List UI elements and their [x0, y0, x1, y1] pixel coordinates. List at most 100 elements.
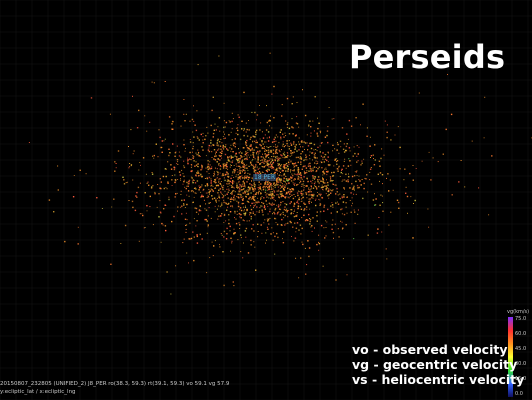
- meteor-point: [362, 163, 363, 164]
- meteor-point: [58, 189, 59, 190]
- meteor-point: [227, 169, 228, 170]
- meteor-point: [225, 164, 226, 165]
- meteor-point: [223, 149, 224, 150]
- meteor-point: [266, 105, 267, 106]
- meteor-point: [334, 160, 335, 161]
- meteor-point: [213, 186, 214, 187]
- meteor-point: [220, 139, 221, 140]
- meteor-point: [272, 167, 273, 168]
- meteor-point: [350, 200, 351, 201]
- meteor-point: [218, 146, 219, 147]
- meteor-point: [238, 162, 239, 163]
- meteor-point: [280, 132, 281, 133]
- meteor-point: [255, 167, 256, 168]
- meteor-point: [206, 193, 207, 194]
- meteor-point: [132, 96, 133, 97]
- meteor-point: [309, 194, 310, 195]
- meteor-point: [214, 130, 215, 131]
- meteor-point: [280, 191, 281, 192]
- meteor-point: [166, 176, 167, 177]
- meteor-point: [381, 232, 382, 233]
- meteor-point: [165, 81, 166, 82]
- meteor-point: [198, 64, 199, 65]
- meteor-point: [227, 181, 228, 182]
- meteor-point: [315, 157, 316, 158]
- meteor-point: [171, 221, 172, 222]
- meteor-point: [299, 191, 300, 192]
- meteor-point: [254, 182, 255, 183]
- meteor-point: [212, 198, 213, 199]
- meteor-point: [317, 135, 318, 136]
- meteor-point: [232, 157, 233, 158]
- meteor-point: [364, 178, 365, 179]
- meteor-point: [183, 165, 184, 166]
- meteor-point: [300, 172, 301, 173]
- meteor-point: [267, 171, 268, 172]
- meteor-point: [185, 207, 186, 208]
- meteor-point: [254, 169, 255, 170]
- meteor-point: [352, 203, 353, 204]
- meteor-point: [250, 145, 251, 146]
- meteor-point: [344, 214, 345, 215]
- meteor-point: [80, 170, 81, 171]
- meteor-point: [231, 148, 232, 149]
- meteor-point: [349, 160, 350, 161]
- meteor-point: [232, 184, 233, 185]
- meteor-point: [286, 178, 287, 179]
- meteor-point: [184, 187, 185, 188]
- meteor-point: [234, 211, 235, 212]
- meteor-point: [226, 233, 227, 234]
- meteor-point: [293, 182, 294, 183]
- meteor-point: [289, 193, 290, 194]
- meteor-point: [222, 235, 223, 236]
- meteor-point: [262, 154, 263, 155]
- meteor-point: [373, 199, 374, 200]
- meteor-point: [202, 238, 203, 239]
- meteor-point: [282, 238, 283, 239]
- meteor-point: [146, 205, 147, 206]
- meteor-point: [192, 132, 193, 133]
- meteor-point: [183, 176, 184, 177]
- meteor-point: [245, 230, 246, 231]
- meteor-point: [232, 241, 233, 242]
- meteor-point: [280, 172, 281, 173]
- meteor-point: [357, 214, 358, 215]
- meteor-point: [269, 218, 270, 219]
- meteor-point: [308, 126, 309, 127]
- meteor-point: [314, 228, 315, 229]
- meteor-point: [110, 264, 111, 265]
- meteor-point: [326, 174, 327, 175]
- meteor-point: [158, 216, 159, 217]
- meteor-point: [330, 190, 331, 191]
- meteor-point: [295, 196, 296, 197]
- meteor-point: [288, 162, 289, 163]
- meteor-point: [315, 182, 316, 183]
- meteor-point: [186, 232, 187, 233]
- meteor-point: [253, 157, 254, 158]
- meteor-point: [204, 139, 205, 140]
- meteor-point: [327, 185, 328, 186]
- meteor-point: [246, 153, 247, 154]
- meteor-point: [139, 162, 140, 163]
- meteor-point: [367, 192, 368, 193]
- meteor-point: [284, 154, 285, 155]
- meteor-point: [296, 157, 297, 158]
- meteor-point: [290, 196, 291, 197]
- meteor-point: [307, 220, 308, 221]
- meteor-point: [290, 213, 291, 214]
- meteor-point: [186, 253, 187, 254]
- meteor-point: [129, 166, 130, 167]
- meteor-point: [188, 262, 189, 263]
- meteor-point: [206, 272, 207, 273]
- meteor-point: [268, 197, 269, 198]
- meteor-point: [271, 197, 272, 198]
- meteor-point: [379, 181, 380, 182]
- meteor-point: [344, 179, 345, 180]
- meteor-point: [285, 121, 286, 122]
- meteor-point: [320, 204, 321, 205]
- meteor-point: [159, 129, 160, 130]
- meteor-point: [250, 144, 251, 145]
- meteor-point: [192, 155, 193, 156]
- meteor-point: [339, 194, 340, 195]
- meteor-point: [267, 190, 268, 191]
